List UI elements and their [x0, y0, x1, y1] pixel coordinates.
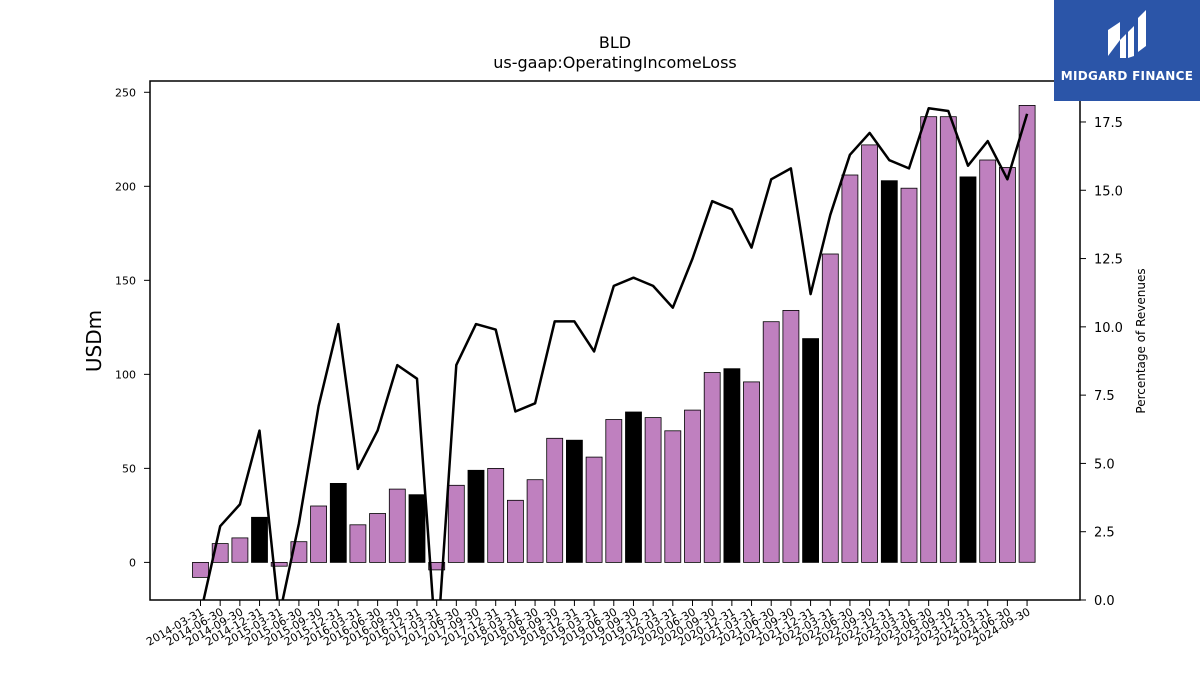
bar [644, 417, 662, 563]
y2-tick-label: 0.0 [1094, 594, 1115, 609]
bar [585, 456, 603, 563]
bar [821, 253, 839, 563]
y-tick-label: 200 [115, 180, 136, 193]
bar [566, 439, 583, 563]
plot-frame [149, 80, 1081, 601]
bar [979, 159, 997, 563]
y-tick-label: 50 [122, 462, 136, 475]
bar [310, 505, 328, 563]
bar [605, 419, 623, 563]
bar [861, 144, 878, 563]
x-axis-ticks: 2014-03-312014-06-302014-09-302014-12-31… [144, 600, 1033, 649]
left-axis-ticks: 0 50 100 150 200 250 [115, 86, 150, 569]
right-axis-ticks: 0.0 2.5 5.0 7.5 10.0 12.5 15.0 17.5 [1080, 116, 1123, 609]
bar [959, 176, 977, 563]
bar [369, 513, 387, 563]
y-tick-label: 0 [129, 556, 136, 569]
bar [388, 488, 406, 563]
bar [447, 484, 465, 563]
bar [900, 187, 918, 563]
line-series [202, 107, 1029, 600]
y2-tick-label: 7.5 [1094, 389, 1115, 404]
y-tick-label: 100 [115, 368, 136, 381]
bar [467, 469, 485, 563]
chart-subtitle: us-gaap:OperatingIncomeLoss [493, 53, 737, 72]
bar [1018, 105, 1036, 563]
bar-series [192, 105, 1036, 578]
bar [625, 411, 642, 563]
bar [723, 368, 741, 563]
bar [231, 537, 249, 563]
y-axis-label: USDm [82, 310, 106, 372]
bar [684, 409, 701, 563]
bar [920, 116, 938, 563]
bar [743, 381, 760, 563]
line-path [202, 107, 1029, 600]
bar [349, 524, 367, 563]
y2-tick-label: 2.5 [1094, 526, 1115, 541]
y2-tick-label: 12.5 [1094, 253, 1123, 268]
bar [428, 562, 446, 571]
brand-logo: MIDGARD FINANCE [1054, 0, 1200, 101]
bar [939, 116, 957, 563]
bar [999, 167, 1016, 563]
y-tick-label: 150 [115, 274, 136, 287]
bar [329, 482, 347, 563]
y2-axis-label: Percentage of Revenues [1134, 268, 1148, 413]
brand-name: MIDGARD FINANCE [1060, 69, 1194, 83]
bar [251, 516, 268, 563]
bar [270, 562, 288, 567]
bar [841, 174, 859, 563]
chart-title: BLD [599, 33, 631, 52]
bar [487, 467, 505, 563]
bar [703, 372, 721, 563]
bar [880, 180, 898, 563]
bar [192, 562, 209, 578]
bar [802, 338, 819, 563]
midgard-logo-icon [1108, 10, 1146, 58]
y2-tick-label: 17.5 [1094, 116, 1123, 131]
y2-tick-label: 15.0 [1094, 184, 1123, 199]
bar [408, 494, 426, 563]
bar [762, 321, 780, 563]
y2-tick-label: 5.0 [1094, 457, 1115, 472]
bar [546, 437, 564, 563]
y2-tick-label: 10.0 [1094, 321, 1123, 336]
bar [782, 309, 800, 563]
bar [506, 499, 524, 563]
bar [664, 430, 682, 563]
y-tick-label: 250 [115, 86, 136, 99]
bar [526, 479, 544, 563]
